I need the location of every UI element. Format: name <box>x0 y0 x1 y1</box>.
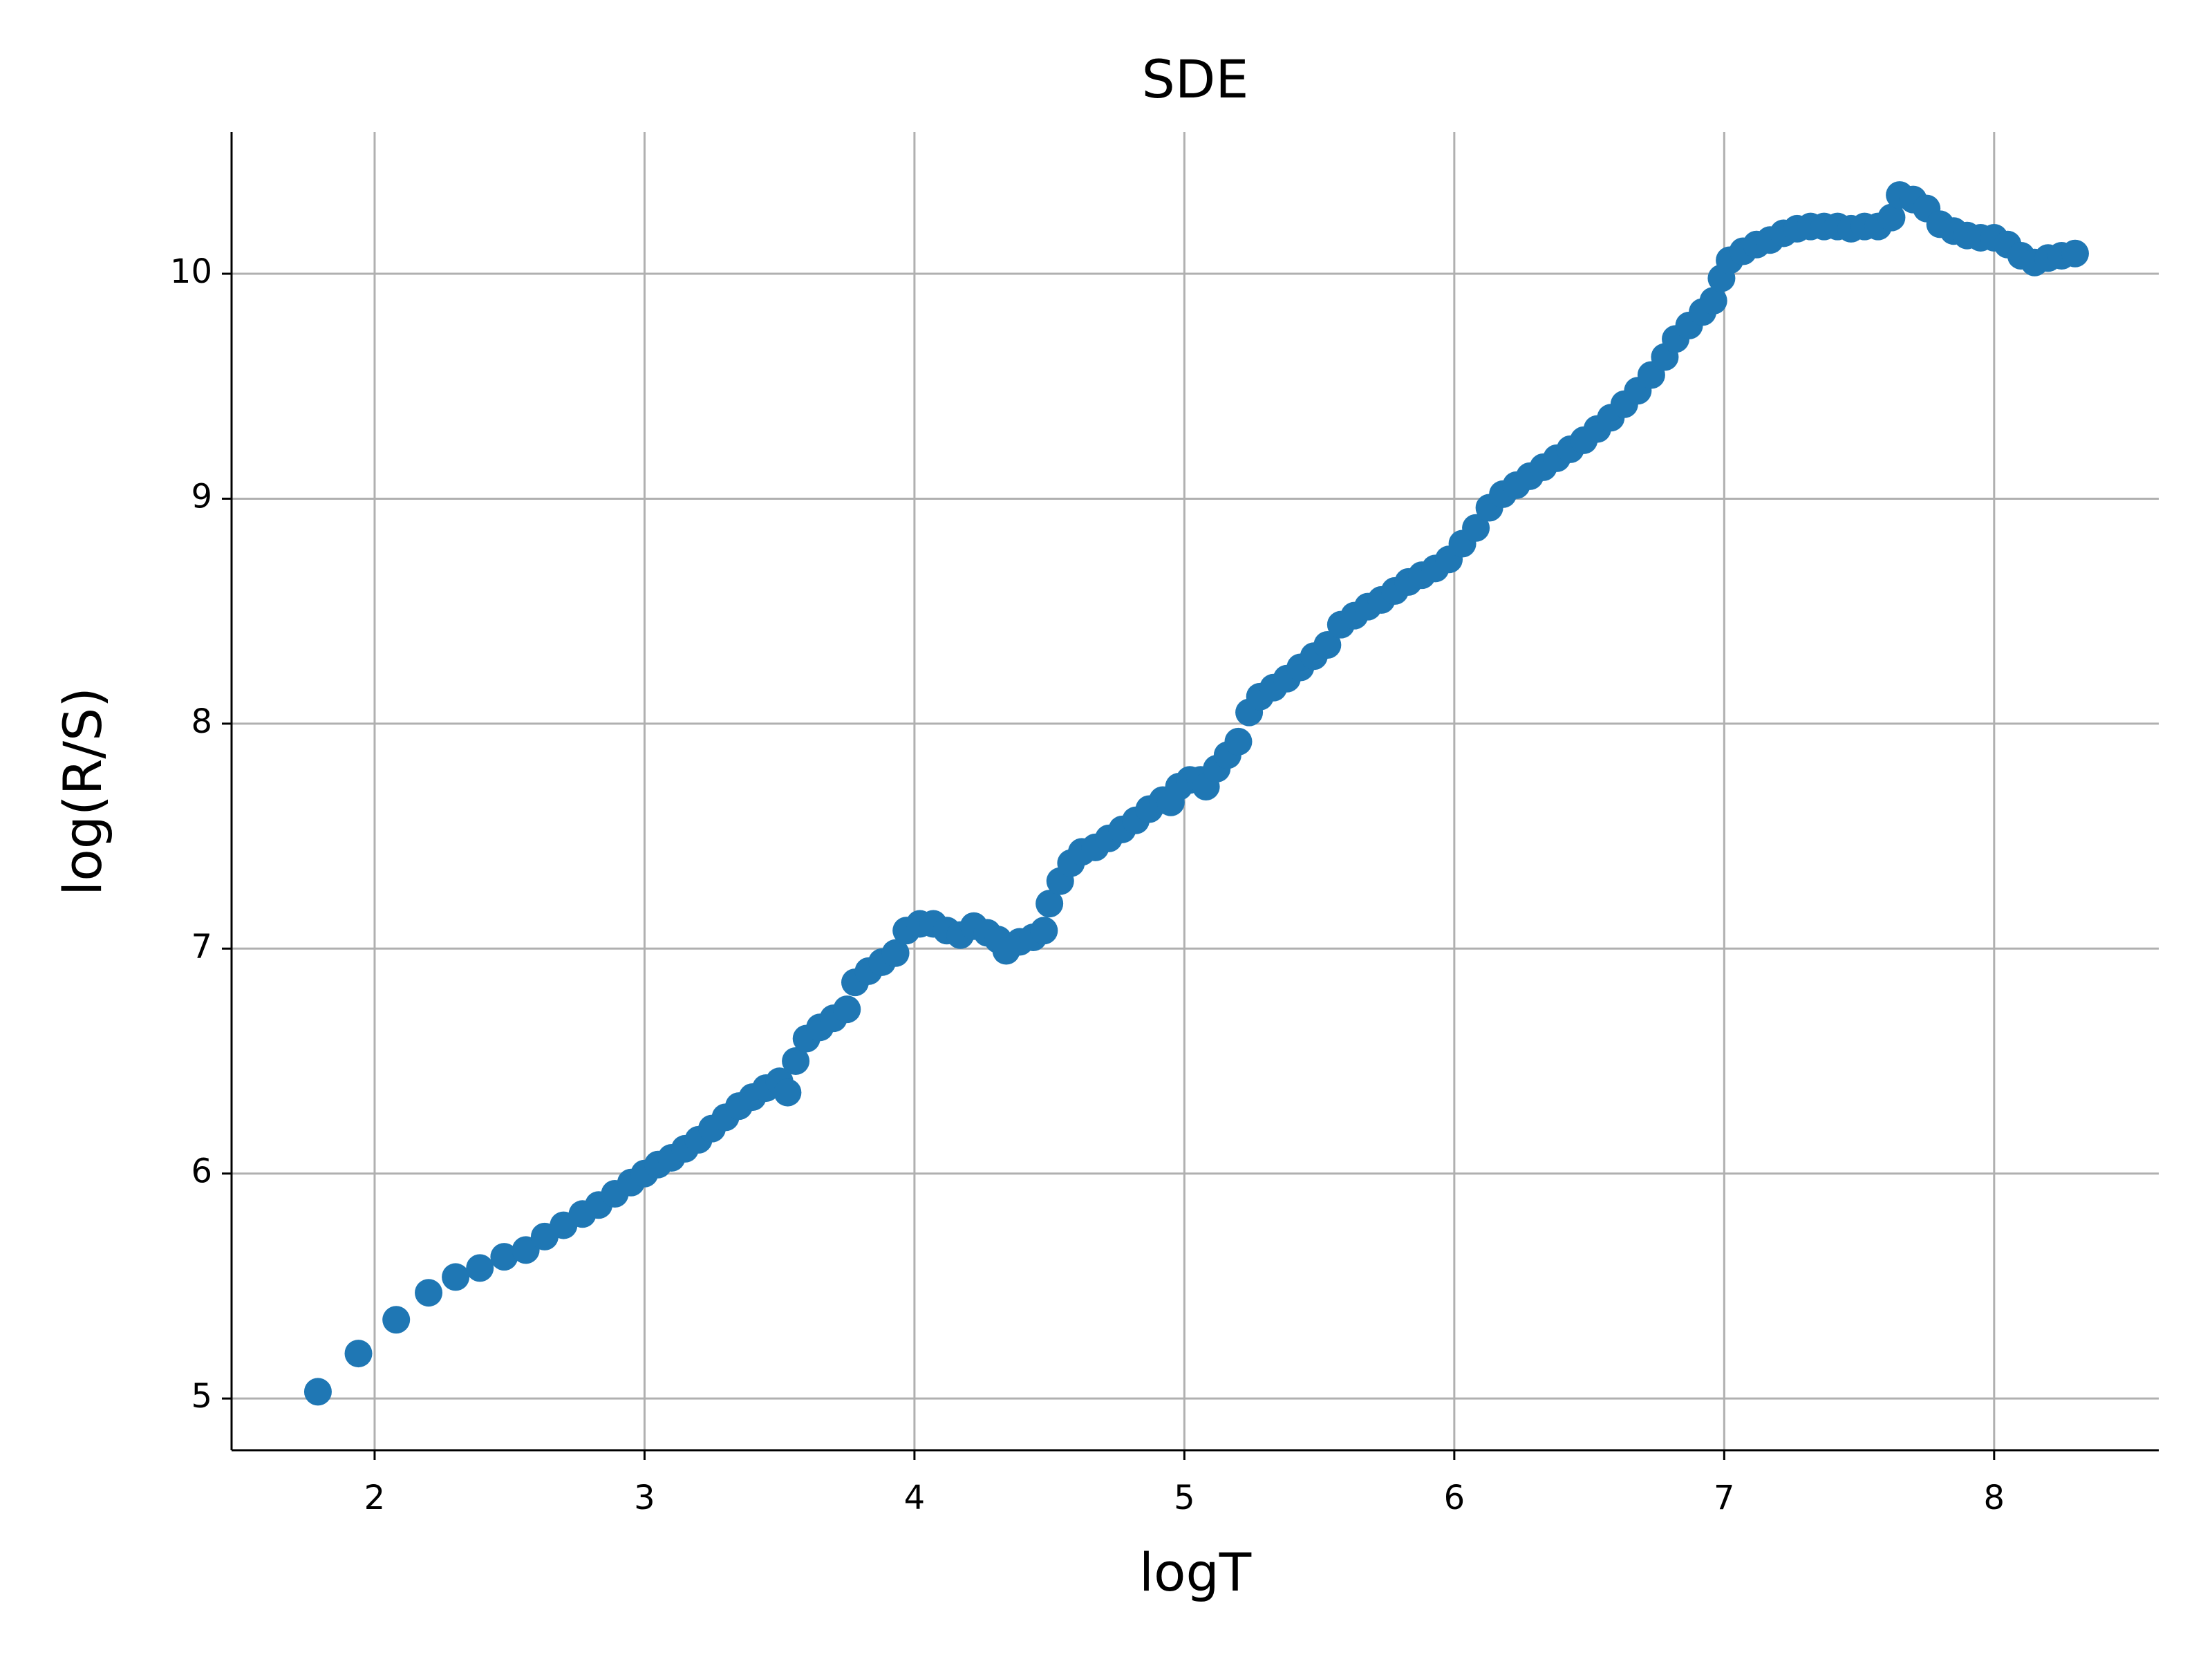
y-tick-label: 5 <box>191 1377 212 1416</box>
point <box>344 1340 373 1368</box>
x-tick-label: 2 <box>364 1479 386 1517</box>
point <box>442 1263 470 1291</box>
y-tick-label: 7 <box>191 927 212 966</box>
y-axis-label: log(R/S) <box>52 687 113 896</box>
point <box>466 1254 494 1282</box>
y-tick-label: 10 <box>170 252 212 291</box>
x-tick-label: 6 <box>1444 1479 1465 1517</box>
chart-title: SDE <box>1142 48 1249 110</box>
x-tick-label: 7 <box>1714 1479 1735 1517</box>
y-tick-label: 6 <box>191 1152 212 1191</box>
point <box>1035 890 1064 918</box>
point <box>2061 239 2089 268</box>
point <box>833 995 861 1024</box>
point <box>1462 514 1490 542</box>
point <box>1699 287 1727 315</box>
point <box>303 1378 332 1406</box>
x-axis-label: logT <box>1139 1541 1252 1603</box>
point <box>382 1306 411 1334</box>
point <box>415 1279 443 1307</box>
x-tick-label: 5 <box>1174 1479 1195 1517</box>
point <box>1313 630 1342 659</box>
y-tick-label: 8 <box>191 702 212 741</box>
point <box>490 1243 518 1271</box>
point <box>881 939 910 967</box>
point <box>782 1047 810 1076</box>
x-tick-label: 8 <box>1984 1479 2005 1517</box>
x-tick-label: 4 <box>904 1479 926 1517</box>
point <box>1877 203 1906 232</box>
y-tick-label: 9 <box>191 477 212 516</box>
point <box>774 1078 802 1107</box>
point <box>1224 727 1253 756</box>
x-tick-label: 3 <box>634 1479 655 1517</box>
point <box>1030 917 1058 945</box>
